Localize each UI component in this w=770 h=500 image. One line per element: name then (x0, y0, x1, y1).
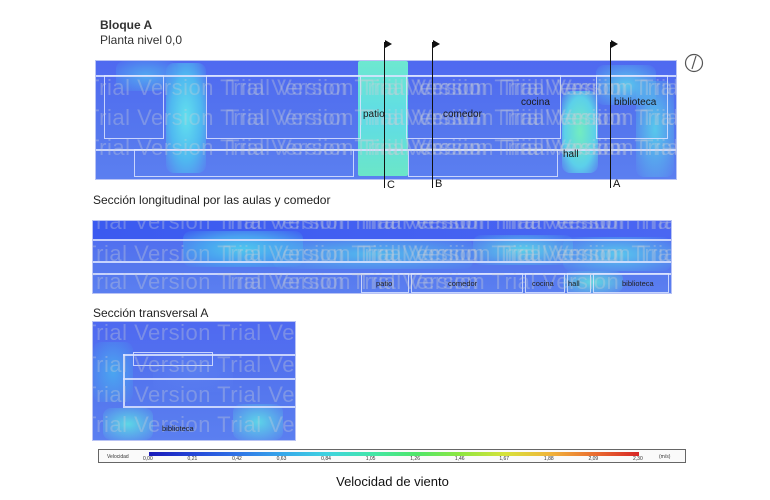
plan-room-label-biblioteca: biblioteca (614, 97, 657, 108)
section-cut-line-a (610, 42, 611, 188)
section-cut-label-a: A (613, 178, 621, 190)
plan-room-label-hall: hall (563, 149, 579, 160)
plan-room-label-comedor: comedor (443, 109, 482, 120)
legend-color-swatch (193, 452, 239, 456)
longitudinal-wall (567, 273, 591, 293)
longitudinal-wall (361, 273, 409, 293)
transversal-airflow-zone (103, 408, 153, 440)
north-arrow-icon (684, 53, 704, 73)
legend-tick-label: 1,88 (543, 456, 554, 462)
legend-color-swatch (149, 452, 194, 456)
plan-wall (96, 75, 676, 77)
plan-airflow-zone (358, 61, 408, 176)
plan-airflow-zone (562, 91, 598, 173)
longitudinal-label-comedor: comedor (448, 279, 478, 288)
plan-wall (406, 75, 561, 139)
legend-tick-label: 1,05 (365, 456, 376, 462)
longitudinal-label-patio: patio (376, 279, 393, 288)
legend-tick-label: 0,21 (187, 456, 198, 462)
legend-tick-label: 1,26 (410, 456, 420, 462)
velocity-color-legend: Velocidad (m/s) 0,00 0,21 0,42 0,63 0,84 1,05… (98, 449, 686, 463)
legend-title: Velocidad (107, 454, 129, 460)
plan-wall (134, 149, 354, 177)
longitudinal-label-biblioteca: biblioteca (622, 279, 654, 288)
plan-level-subtitle: Planta nivel 0,0 (100, 33, 183, 47)
transversal-wind-map: Trial Version Trial Version Trial Versio… (92, 321, 296, 441)
transversal-wall (133, 352, 213, 366)
longitudinal-airflow-zone (273, 239, 473, 269)
section-cut-flag-b (433, 40, 440, 48)
plan-wall (596, 75, 668, 139)
legend-tick-label: 1,46 (454, 456, 465, 462)
legend-tick-label: 0,63 (276, 456, 287, 462)
plan-wall (206, 75, 361, 139)
legend-color-swatch (371, 452, 417, 456)
longitudinal-wall (525, 273, 565, 293)
transversal-airflow-zone (233, 404, 283, 440)
figure-caption: Velocidad de viento (336, 474, 449, 489)
longitudinal-label-cocina: cocina (532, 279, 554, 288)
transversal-wall (123, 406, 295, 408)
longitudinal-wall (93, 261, 671, 263)
legend-unit: (m/s) (659, 454, 671, 460)
legend-color-swatch (327, 452, 372, 456)
legend-color-swatch (505, 452, 550, 456)
longitudinal-label-hall: hall (568, 279, 580, 288)
legend-tick-label: 0,42 (232, 456, 242, 462)
legend-tick-label: 1,67 (499, 456, 510, 462)
section-cut-line-c (384, 42, 385, 188)
legend-color-swatch (460, 452, 506, 456)
legend-color-swatch (594, 452, 639, 456)
longitudinal-wall (93, 239, 671, 241)
plan-wall (408, 149, 558, 177)
transversal-airflow-zone (93, 342, 133, 402)
section-cut-flag-a (611, 40, 618, 48)
plan-room-label-cocina: cocina (521, 97, 550, 108)
section-cut-label-c: C (387, 179, 395, 191)
legend-color-swatch (416, 452, 461, 456)
legend-color-swatch (238, 452, 283, 456)
section-cut-label-b: B (435, 178, 443, 190)
transversal-section-title: Sección transversal A (93, 306, 209, 320)
plan-room-label-patio: patio (363, 109, 385, 120)
plan-wall (96, 149, 676, 151)
legend-tick-label: 2,30 (633, 456, 643, 462)
plan-wall (104, 75, 164, 139)
longitudinal-wall (593, 273, 669, 293)
section-cut-line-b (432, 42, 433, 188)
longitudinal-wall (411, 273, 523, 293)
section-cut-flag-c (385, 40, 392, 48)
transversal-label-biblioteca: biblioteca (162, 424, 194, 433)
transversal-wall (123, 378, 295, 380)
legend-tick-label: 2,09 (588, 456, 599, 462)
legend-color-swatch (282, 452, 328, 456)
longitudinal-airflow-zone (563, 237, 671, 271)
transversal-wall (123, 354, 125, 406)
transversal-airflow-zone (153, 352, 233, 392)
plan-wind-map: Trial Version Trial Version Trial Versio… (95, 60, 677, 180)
legend-tick-label: 0,84 (321, 456, 331, 462)
legend-color-swatch (549, 452, 595, 456)
longitudinal-section-title: Sección longitudinal por las aulas y com… (93, 193, 331, 207)
legend-tick-label: 0,00 (143, 456, 153, 462)
block-title: Bloque A (100, 18, 153, 32)
